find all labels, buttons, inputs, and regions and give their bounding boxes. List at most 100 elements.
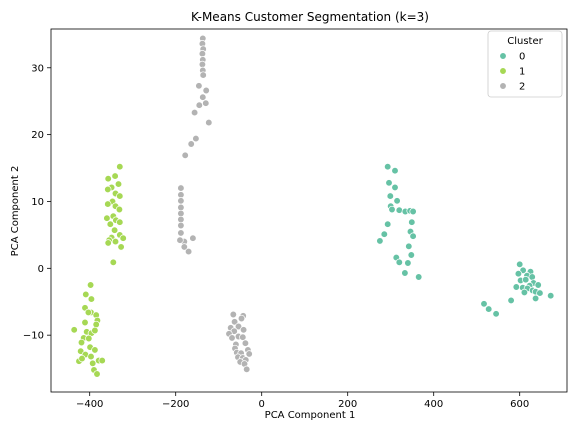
data-point-cluster-0 xyxy=(404,259,412,267)
data-point-cluster-2 xyxy=(202,86,210,95)
x-tick-label: 600 xyxy=(510,399,529,410)
data-point-cluster-0 xyxy=(376,237,384,245)
data-point-cluster-2 xyxy=(177,215,185,224)
data-point-cluster-2 xyxy=(177,209,185,218)
data-point-cluster-1 xyxy=(82,290,90,299)
data-point-cluster-1 xyxy=(85,334,93,343)
data-point-cluster-0 xyxy=(386,192,394,200)
data-point-cluster-0 xyxy=(536,289,544,297)
x-axis-label: PCA Component 1 xyxy=(265,410,356,421)
x-tick-label: 0 xyxy=(259,399,265,410)
data-point-cluster-2 xyxy=(205,118,213,127)
data-point-cluster-2 xyxy=(177,184,185,192)
data-point-cluster-0 xyxy=(528,273,536,281)
data-point-cluster-2 xyxy=(177,221,185,230)
data-point-cluster-1 xyxy=(115,205,124,214)
data-point-cluster-0 xyxy=(547,292,555,300)
data-point-cluster-2 xyxy=(241,339,250,347)
data-point-cluster-1 xyxy=(81,318,89,327)
data-point-cluster-2 xyxy=(177,197,185,205)
data-point-cluster-2 xyxy=(184,247,193,256)
x-tick-label: −400 xyxy=(76,399,103,410)
data-point-cluster-0 xyxy=(512,283,520,291)
data-point-cluster-1 xyxy=(103,214,111,222)
legend-marker-2 xyxy=(499,82,507,90)
data-point-cluster-2 xyxy=(177,191,185,199)
data-point-cluster-2 xyxy=(202,99,210,107)
data-point-cluster-2 xyxy=(199,93,207,101)
data-point-cluster-2 xyxy=(230,318,239,326)
data-point-cluster-2 xyxy=(245,350,253,358)
legend-label-2: 2 xyxy=(519,82,525,93)
data-point-cluster-0 xyxy=(395,206,403,214)
data-point-cluster-1 xyxy=(77,338,86,347)
data-point-cluster-2 xyxy=(234,322,243,331)
data-point-cluster-0 xyxy=(385,179,393,187)
data-point-cluster-0 xyxy=(393,197,401,205)
y-axis-label: PCA Component 2 xyxy=(10,166,21,257)
legend-items: 0 1 2 xyxy=(499,52,525,93)
data-point-cluster-0 xyxy=(380,230,388,238)
legend-marker-1 xyxy=(499,67,507,75)
data-point-cluster-1 xyxy=(98,356,106,365)
data-point-cluster-1 xyxy=(106,220,114,228)
data-point-cluster-1 xyxy=(70,326,78,334)
data-point-cluster-2 xyxy=(177,203,185,212)
data-point-cluster-1 xyxy=(116,163,124,171)
data-point-cluster-0 xyxy=(391,167,399,175)
data-point-cluster-0 xyxy=(401,269,409,277)
data-point-cluster-2 xyxy=(190,108,199,117)
data-point-cluster-0 xyxy=(415,273,423,281)
data-point-cluster-0 xyxy=(480,300,488,308)
data-point-cluster-1 xyxy=(119,234,127,242)
data-point-cluster-0 xyxy=(514,270,523,278)
data-point-cluster-2 xyxy=(176,236,184,244)
x-tick-label: 400 xyxy=(424,399,443,410)
data-point-cluster-1 xyxy=(116,218,124,226)
data-point-cluster-1 xyxy=(104,175,112,183)
chart-title: K-Means Customer Segmentation (k=3) xyxy=(191,10,429,24)
data-point-cluster-2 xyxy=(187,140,195,148)
data-point-cluster-2 xyxy=(195,82,203,90)
data-point-cluster-1 xyxy=(87,295,96,303)
data-point-cluster-1 xyxy=(109,258,117,266)
legend-marker-0 xyxy=(499,52,507,60)
data-point-cluster-1 xyxy=(111,237,120,246)
data-point-cluster-1 xyxy=(104,185,112,194)
data-point-cluster-0 xyxy=(534,281,542,289)
data-point-cluster-1 xyxy=(114,180,123,188)
legend-box xyxy=(487,30,563,98)
data-point-cluster-1 xyxy=(91,326,99,335)
data-point-cluster-1 xyxy=(89,359,97,367)
data-point-cluster-0 xyxy=(516,260,524,268)
data-point-cluster-2 xyxy=(199,71,207,79)
data-point-cluster-2 xyxy=(192,134,200,143)
data-point-cluster-1 xyxy=(110,226,119,234)
legend-label-1: 1 xyxy=(519,67,525,78)
data-point-cluster-1 xyxy=(84,308,93,317)
data-point-cluster-1 xyxy=(78,354,86,363)
data-point-cluster-1 xyxy=(87,352,95,361)
data-point-cluster-1 xyxy=(86,281,95,289)
data-point-cluster-0 xyxy=(409,232,417,240)
x-tick-label: 200 xyxy=(338,399,357,410)
plot-area-frame xyxy=(50,28,568,393)
data-point-cluster-0 xyxy=(408,218,416,226)
data-point-cluster-2 xyxy=(239,326,248,334)
data-point-cluster-0 xyxy=(407,251,415,259)
data-point-cluster-0 xyxy=(391,183,399,192)
data-point-cluster-2 xyxy=(198,60,207,69)
data-point-cluster-1 xyxy=(93,370,101,378)
data-point-cluster-2 xyxy=(237,314,246,323)
data-point-cluster-0 xyxy=(520,288,529,297)
data-point-cluster-1 xyxy=(117,243,125,251)
data-point-cluster-2 xyxy=(180,243,188,251)
data-point-cluster-0 xyxy=(405,242,413,250)
data-point-cluster-1 xyxy=(91,346,99,354)
data-point-cluster-1 xyxy=(104,200,112,208)
data-point-cluster-2 xyxy=(229,310,237,319)
data-point-cluster-2 xyxy=(239,333,247,341)
data-point-cluster-0 xyxy=(492,310,500,318)
data-point-cluster-0 xyxy=(384,163,392,171)
